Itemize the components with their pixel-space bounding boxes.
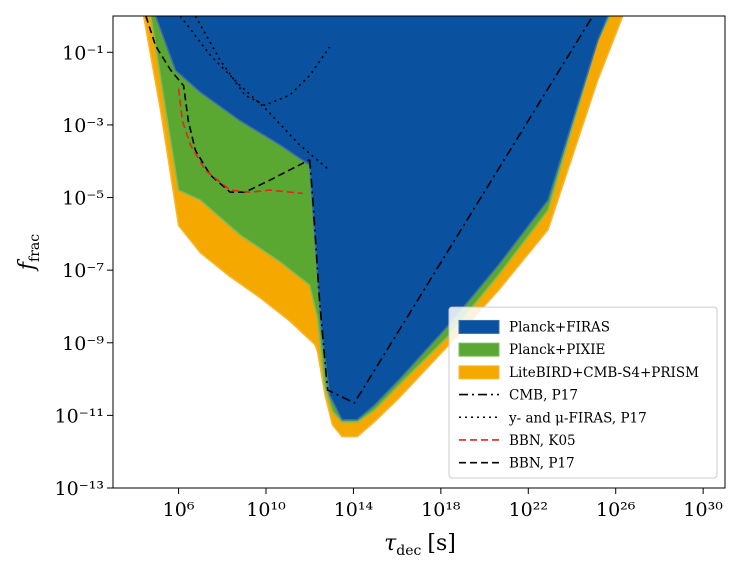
legend: Planck+FIRAS Planck+PIXIE LiteBIRD+CMB-S4+…: [448, 306, 718, 479]
legend-label: Planck+PIXIE: [509, 342, 605, 358]
x-label-subscript: dec: [396, 543, 421, 559]
x-axis-label: τdec [s]: [384, 531, 456, 559]
x-tick-label: 10¹⁸: [421, 499, 461, 521]
area-region: [154, 16, 609, 421]
legend-swatch: [458, 365, 500, 380]
axes: 10⁶ 10¹⁰ 10¹⁴ 10¹⁸ 10²² 10²⁶ 10³⁰ 10⁻¹³ 10⁻¹¹ 10⁻…: [55, 42, 724, 521]
x-tick-label: 10²⁶: [596, 499, 636, 521]
y-tick-label: 10⁻¹¹: [55, 405, 104, 427]
line-curve: [177, 88, 303, 195]
x-tick-label: 10¹⁴: [334, 499, 374, 521]
y-tick-label: 10⁻⁵: [62, 188, 104, 210]
x-label-symbol: τ: [384, 531, 397, 556]
line-curve: [308, 16, 594, 405]
legend-swatch: [458, 342, 500, 357]
legend-label: LiteBIRD+CMB-S4+PRISM: [509, 365, 699, 381]
y-tick-label: 10⁻¹: [62, 42, 104, 64]
line-curve: [145, 16, 311, 193]
x-label-unit: [s]: [427, 531, 455, 556]
x-tick-label: 10⁶: [163, 499, 195, 521]
x-tick-label: 10³⁰: [683, 499, 723, 521]
x-tick-label: 10¹⁰: [246, 499, 286, 521]
y-tick-label: 10⁻¹³: [55, 478, 104, 500]
plot-lines: [145, 16, 594, 405]
y-tick-label: 10⁻³: [62, 115, 104, 137]
x-tick-label: 10²²: [509, 499, 548, 521]
legend-label: y- and μ-FIRAS, P17: [508, 410, 647, 426]
line-curve: [179, 16, 331, 172]
y-label-subscript: frac: [27, 234, 43, 262]
legend-swatch: [458, 319, 500, 334]
legend-label: Planck+FIRAS: [509, 319, 610, 335]
legend-label: BBN, K05: [509, 433, 576, 449]
legend-label: BBN, P17: [509, 456, 575, 472]
plot-frame: [112, 15, 726, 489]
legend-box: [448, 306, 718, 479]
legend-label: CMB, P17: [509, 388, 578, 404]
y-tick-label: 10⁻⁷: [62, 260, 104, 282]
y-axis-label: ffrac: [15, 234, 43, 272]
y-tick-label: 10⁻⁹: [62, 333, 104, 355]
plot-area: [142, 16, 624, 438]
